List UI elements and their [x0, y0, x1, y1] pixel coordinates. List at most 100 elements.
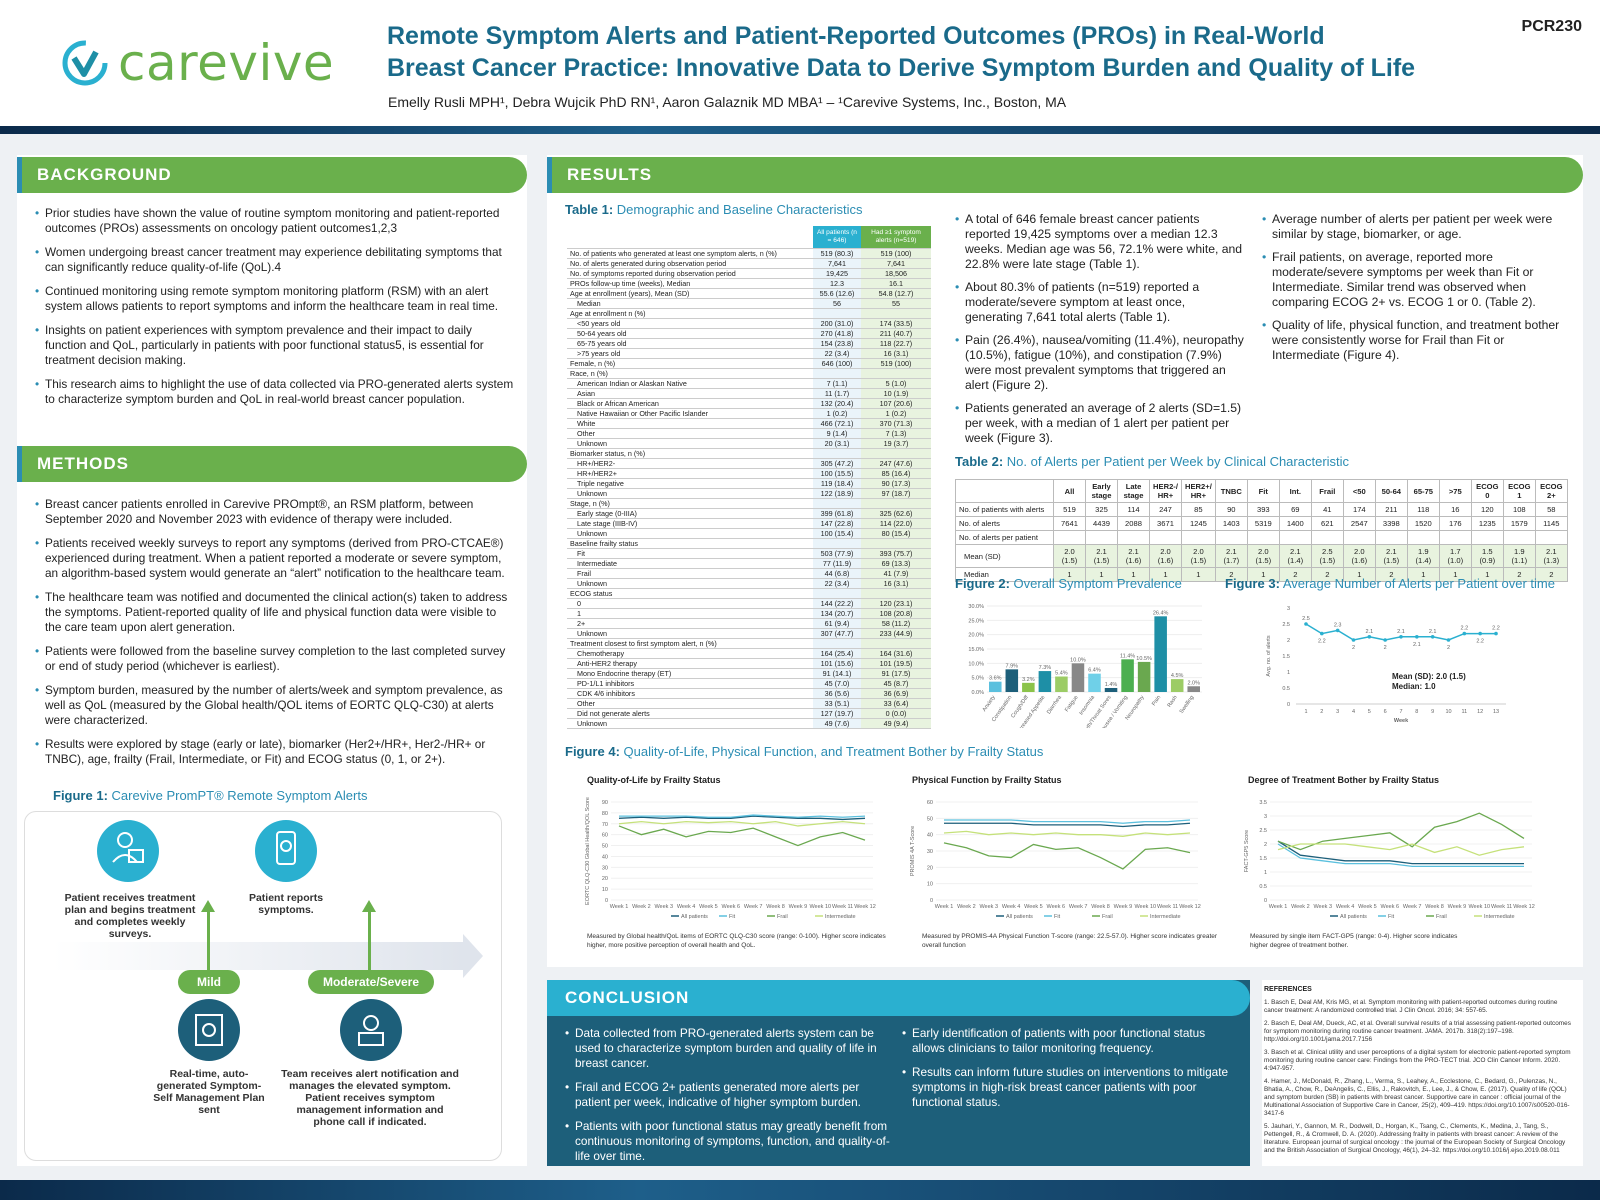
step3-text: Real-time, auto-generated Symptom-Self M… [153, 1068, 265, 1116]
table1-value-alerts: 247 (47.6) [861, 458, 931, 469]
bullet-item: Frail patients, on average, reported mor… [1262, 250, 1572, 310]
self-management-plan-icon [178, 999, 240, 1061]
x-tick-label: Week 1 [610, 904, 629, 910]
y-axis-title: Avg. no. of alerts [1266, 635, 1272, 676]
y-tick-label: 50 [927, 816, 933, 822]
table1-value-all: 399 (61.8) [813, 508, 861, 519]
x-tick-label: 3 [1336, 709, 1339, 715]
x-tick-label: Week 4 [1002, 904, 1021, 910]
table2-cell: 1 [1085, 567, 1118, 582]
table2-cell: Median [955, 567, 1054, 582]
table2-header: >75 [1438, 479, 1472, 503]
table2-cell: 1 [1438, 567, 1472, 582]
data-label: 2.1 [1413, 642, 1421, 648]
x-tick-label: Week 1 [935, 904, 954, 910]
mild-arrow-head [201, 900, 215, 912]
data-label: 2.2 [1476, 639, 1484, 645]
table1-value-all: 7,641 [813, 258, 861, 269]
table2-header: TNBC [1214, 479, 1248, 503]
table1-row: 65-75 years old 154 (23.8) 118 (22.7) [567, 338, 931, 349]
table1-value-all [813, 498, 861, 509]
table1-label: Anti-HER2 therapy [567, 658, 813, 669]
table1-value-alerts [861, 588, 931, 599]
table2-cell [1502, 530, 1536, 545]
table1-value-all: 132 (20.4) [813, 398, 861, 409]
table1-value-all: 154 (23.8) [813, 338, 861, 349]
table1-value-alerts: 45 (8.7) [861, 678, 931, 689]
data-label: 7.3% [1039, 665, 1052, 671]
bar [1154, 616, 1167, 692]
poster-title: Remote Symptom Alerts and Patient-Report… [387, 20, 1537, 84]
data-label: 2 [1352, 645, 1355, 651]
y-tick-label: 80 [602, 811, 608, 817]
table1-value-alerts: 393 (75.7) [861, 548, 931, 559]
table1-row: Biomarker status, n (%) [567, 448, 931, 459]
table1-value-alerts: 33 (6.4) [861, 698, 931, 709]
x-tick-label: Diarrhea [1046, 694, 1064, 715]
series-line [619, 814, 866, 818]
data-label: 5.4% [1055, 671, 1068, 677]
data-label: 26.4% [1153, 610, 1169, 616]
table1-row: Frail 44 (6.8) 41 (7.9) [567, 568, 931, 579]
table1-row: Age at enrollment (years), Mean (SD) 55.6… [567, 288, 931, 299]
table1-label: HR+/HER2- [567, 458, 813, 469]
modsev-arrow-head [362, 900, 376, 912]
table1-row: Treatment closest to first symptom alert… [567, 638, 931, 649]
x-tick-label: Week 6 [1381, 904, 1400, 910]
bullet-item: Average number of alerts per patient per… [1262, 212, 1572, 242]
table1-value-alerts: 174 (33.5) [861, 318, 931, 329]
table1-row: PD-1/L1 inhibitors 45 (7.0) 45 (8.7) [567, 678, 931, 689]
table2-cell [1181, 530, 1216, 545]
step2-text: Patient reports symptoms. [248, 892, 324, 916]
x-tick-label: 1 [1304, 709, 1307, 715]
y-tick-label: 50 [602, 844, 608, 850]
y-tick-label: 3 [1264, 814, 1267, 820]
x-tick-label: Week 7 [1403, 904, 1422, 910]
y-tick-label: 15.0% [968, 647, 984, 653]
table1-row: Black or African American 132 (20.4) 107 (… [567, 398, 931, 409]
table1-value-all: 11 (1.7) [813, 388, 861, 399]
table1-value-all: 101 (15.6) [813, 658, 861, 669]
table1-row: Unknown 122 (18.9) 97 (18.7) [567, 488, 931, 499]
results-bullets-col2: Average number of alerts per patient per… [1262, 212, 1572, 371]
table2-cell: 2547 [1342, 516, 1376, 531]
table2-cell: 4439 [1085, 516, 1118, 531]
table1-value-all: 646 (100) [813, 358, 861, 369]
table1-value-alerts [861, 448, 931, 459]
carevive-logo: carevive [62, 34, 334, 92]
methods-list: Breast cancer patients enrolled in Carev… [35, 497, 515, 776]
bullet-item: Breast cancer patients enrolled in Carev… [35, 497, 515, 527]
table1-value-all: 49 (7.6) [813, 718, 861, 729]
table1-row: ECOG status [567, 588, 931, 599]
table1-label: Late stage (IIIB-IV) [567, 518, 813, 529]
x-tick-label: 12 [1477, 709, 1483, 715]
x-tick-label: Week 2 [957, 904, 976, 910]
table1-label: Asian [567, 388, 813, 399]
x-tick-label: Rash [1167, 695, 1179, 709]
table1-value-all: 77 (11.9) [813, 558, 861, 569]
table1-label: CDK 4/6 inhibitors [567, 688, 813, 699]
table2-cell: 2 [1534, 567, 1568, 582]
x-tick-label: Week 11 [1157, 904, 1178, 910]
x-tick-label: 7 [1399, 709, 1402, 715]
table1-value-alerts: 233 (44.9) [861, 628, 931, 639]
legend-label: Fit [1054, 914, 1061, 920]
table2-cell: 2088 [1117, 516, 1150, 531]
table1-label: 65-75 years old [567, 338, 813, 349]
table2-cell: 1579 [1502, 516, 1536, 531]
fig4a-note: Measured by Global health/QoL items of E… [587, 933, 886, 949]
table1-label: White [567, 418, 813, 429]
data-point [1367, 635, 1372, 639]
patient-treatment-icon [97, 820, 159, 882]
data-label: 2 [1447, 645, 1450, 651]
y-tick-label: 1 [1264, 870, 1267, 876]
table2-cell: 85 [1181, 502, 1216, 517]
x-tick-label: 11 [1461, 709, 1467, 715]
care-team-icon [340, 999, 402, 1061]
conclusion-col2: Early identification of patients with po… [902, 1026, 1237, 1119]
table2-cell: 118 [1406, 502, 1440, 517]
data-label: 2.0% [1187, 680, 1200, 686]
fig3-caption: Figure 3: Average Number of Alerts per P… [1225, 576, 1555, 591]
table1-row: Unknown 49 (7.6) 49 (9.4) [567, 718, 931, 729]
y-tick-label: 10.0% [968, 661, 984, 667]
